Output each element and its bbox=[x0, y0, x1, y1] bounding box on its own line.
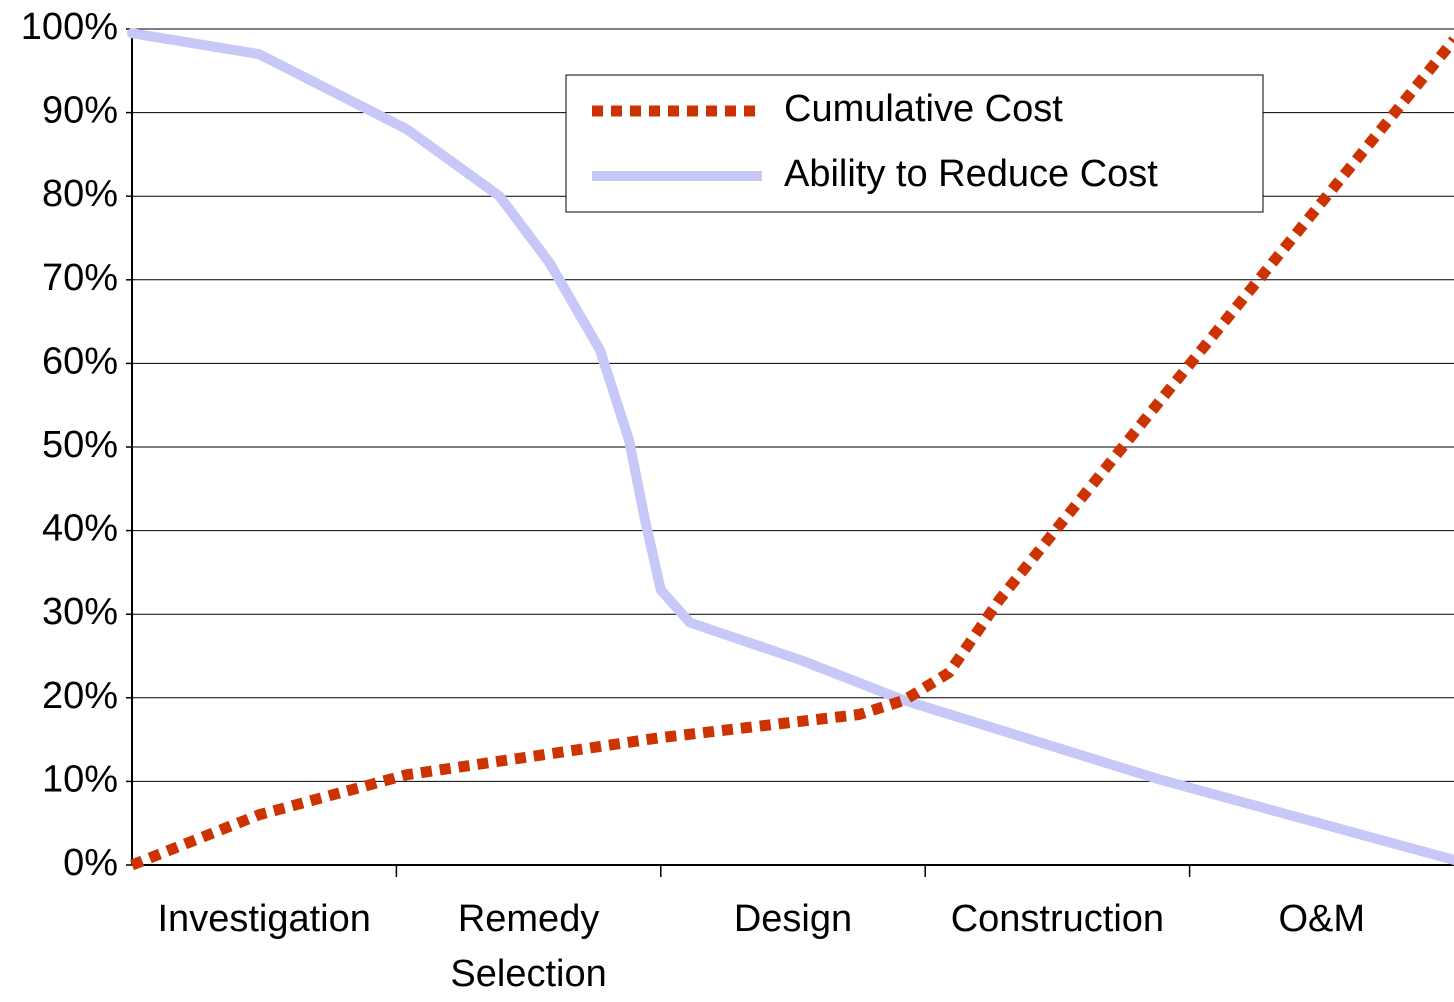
y-tick-label: 90% bbox=[42, 90, 118, 132]
y-tick-label: 10% bbox=[42, 758, 118, 800]
y-tick-label: 80% bbox=[42, 173, 118, 215]
y-tick-label: 0% bbox=[63, 842, 118, 884]
x-tick-label: Construction bbox=[950, 898, 1165, 940]
y-tick-label: 70% bbox=[42, 257, 118, 299]
y-tick-label: 60% bbox=[42, 340, 118, 382]
y-tick-label: 30% bbox=[42, 591, 118, 633]
y-tick-label: 100% bbox=[21, 6, 118, 48]
legend-label: Cumulative Cost bbox=[784, 88, 1063, 130]
line-series bbox=[127, 28, 1454, 865]
y-tick-label: 20% bbox=[42, 675, 118, 717]
line-series bbox=[129, 36, 1454, 871]
x-tick-label: O&M bbox=[1278, 898, 1366, 940]
x-tick-label: Remedy Selection bbox=[450, 898, 607, 995]
legend-box bbox=[565, 74, 1264, 213]
legend-label: Ability to Reduce Cost bbox=[784, 153, 1158, 195]
x-tick-label: Design bbox=[733, 898, 853, 940]
y-tick-label: 40% bbox=[42, 508, 118, 550]
x-tick-label: Investigation bbox=[157, 898, 371, 940]
y-tick-label: 50% bbox=[42, 424, 118, 466]
